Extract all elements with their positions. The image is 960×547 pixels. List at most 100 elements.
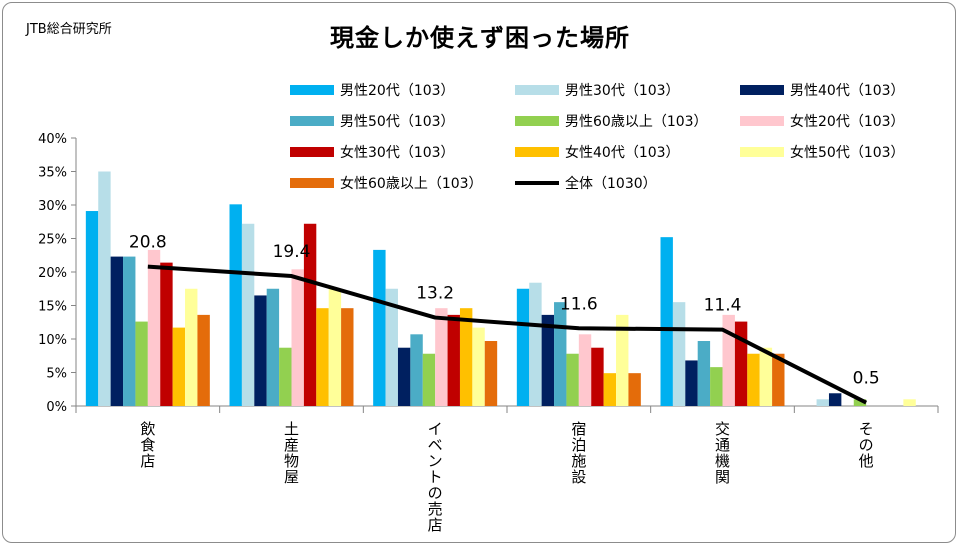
bar <box>516 288 530 406</box>
bar <box>241 223 255 406</box>
line-data-label: 19.4 <box>273 242 311 262</box>
bar <box>135 321 148 406</box>
bar <box>197 314 210 406</box>
line-data-label: 0.5 <box>853 369 880 389</box>
category-label: イベントの売店 <box>428 420 443 534</box>
bar <box>410 334 423 406</box>
bar <box>672 302 686 406</box>
legend-label: 男性20代（103） <box>340 83 455 99</box>
category-label: その他 <box>859 420 874 470</box>
bar <box>459 308 473 406</box>
legend-label: 男性60歳以上（103） <box>565 114 708 130</box>
bar <box>373 249 386 406</box>
legend-label: 女性50代（103） <box>790 144 905 161</box>
bar <box>172 327 186 406</box>
bar <box>422 353 436 406</box>
bar <box>816 399 829 406</box>
line-data-label: 11.6 <box>560 294 598 314</box>
bar <box>628 373 641 406</box>
legend-label: 男性40代（103） <box>790 83 905 99</box>
bar <box>722 314 735 406</box>
legend-swatch <box>740 85 784 95</box>
y-tick-label: 5% <box>46 367 67 382</box>
bar <box>903 399 916 406</box>
bar <box>828 393 842 406</box>
legend-label: 女性20代（103） <box>790 113 905 130</box>
bar <box>147 249 161 406</box>
y-tick-label: 30% <box>38 199 67 214</box>
bar <box>772 353 785 406</box>
bar <box>185 288 198 406</box>
bar <box>279 347 292 406</box>
bar <box>316 308 329 406</box>
bar <box>685 360 698 406</box>
legend-swatch <box>740 116 784 126</box>
legend-swatch <box>290 178 334 188</box>
legend-swatch <box>515 116 559 126</box>
bar <box>616 314 629 406</box>
legend-label: 男性50代（103） <box>340 114 455 130</box>
bar <box>529 282 542 406</box>
source-label: JTB総合研究所 <box>26 22 112 37</box>
bar <box>554 302 567 406</box>
bar <box>566 353 579 406</box>
legend-label: 全体（1030） <box>565 175 657 192</box>
bar <box>397 347 411 406</box>
line-data-label: 13.2 <box>416 284 454 304</box>
bar <box>660 237 673 406</box>
total-line <box>147 264 868 405</box>
category-label: 宿泊施設 <box>571 420 586 486</box>
category-label: 飲食店 <box>140 420 155 470</box>
y-tick-label: 15% <box>38 300 67 315</box>
y-tick-label: 10% <box>38 333 67 348</box>
bar <box>341 308 354 406</box>
y-tick-label: 20% <box>38 266 67 281</box>
bar <box>435 308 448 406</box>
legend-swatch <box>740 147 784 157</box>
bar <box>85 211 99 406</box>
bar <box>98 171 111 406</box>
bar <box>747 353 760 406</box>
bar <box>266 288 280 406</box>
bar <box>591 347 604 406</box>
legend-swatch <box>290 85 334 95</box>
legend-swatch <box>515 85 559 95</box>
line-data-label: 11.4 <box>704 296 742 316</box>
legend-swatch <box>515 147 559 157</box>
bar <box>447 314 460 406</box>
legend-swatch <box>290 116 334 126</box>
bar <box>291 269 304 406</box>
chart-title: 現金しか使えず困った場所 <box>330 24 630 52</box>
bar <box>759 347 773 406</box>
line-data-label: 20.8 <box>129 233 167 253</box>
bar <box>710 367 723 406</box>
y-tick-label: 25% <box>38 233 67 248</box>
bar <box>484 341 498 406</box>
category-label: 交通機関 <box>715 420 730 486</box>
legend-label: 男性30代（103） <box>565 83 680 99</box>
legend-swatch <box>290 147 334 157</box>
category-label: 土産物屋 <box>284 420 299 486</box>
bar <box>578 334 592 406</box>
y-tick-label: 0% <box>46 400 67 415</box>
bar <box>160 262 173 406</box>
bar <box>328 288 342 406</box>
legend-label: 女性60歳以上（103） <box>340 175 483 192</box>
bar <box>123 256 136 406</box>
bar <box>229 204 242 406</box>
bar <box>734 321 748 406</box>
bar <box>385 288 398 406</box>
legend-label: 女性40代（103） <box>565 144 680 161</box>
legend-label: 女性30代（103） <box>340 144 455 161</box>
bar <box>853 399 867 406</box>
bar <box>254 295 267 406</box>
bar <box>472 327 485 406</box>
bar <box>541 314 555 406</box>
y-tick-label: 40% <box>38 132 67 147</box>
bar <box>697 341 711 406</box>
bar <box>603 373 617 406</box>
y-tick-label: 35% <box>38 166 67 181</box>
bar <box>110 256 124 406</box>
bar <box>303 223 317 406</box>
